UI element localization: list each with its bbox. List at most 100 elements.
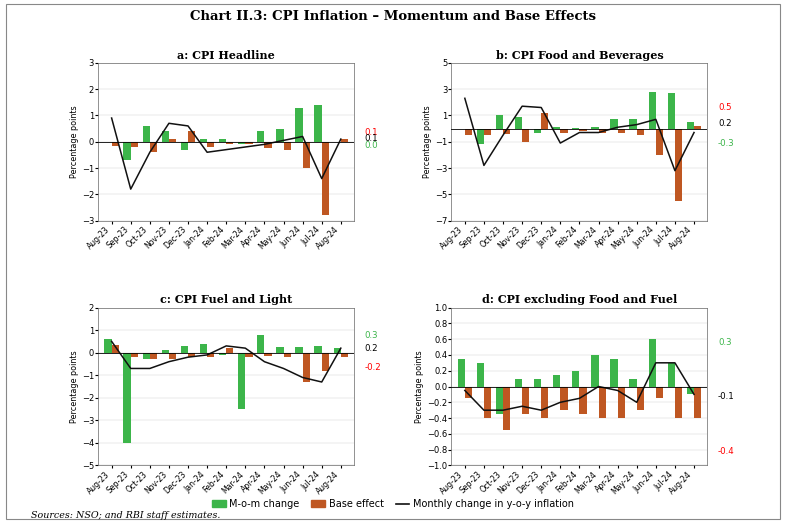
Text: 0.2: 0.2	[718, 119, 732, 129]
Bar	[314, 346, 321, 353]
Y-axis label: Percentage points: Percentage points	[70, 350, 79, 423]
Bar	[496, 386, 503, 414]
Bar	[484, 129, 491, 135]
Bar	[457, 359, 465, 386]
Bar	[238, 142, 245, 144]
Bar	[579, 129, 586, 131]
Text: -0.1: -0.1	[718, 392, 735, 401]
Bar	[591, 355, 598, 386]
Bar	[476, 129, 484, 144]
Bar	[226, 348, 233, 353]
Bar	[142, 353, 150, 359]
Bar	[637, 386, 644, 410]
Bar	[591, 127, 598, 129]
Bar	[618, 386, 625, 418]
Bar	[687, 386, 694, 394]
Bar	[637, 129, 644, 135]
Text: -0.4: -0.4	[718, 447, 735, 456]
Text: 0.3: 0.3	[718, 338, 732, 347]
Bar	[162, 350, 169, 353]
Bar	[341, 353, 348, 357]
Y-axis label: Percentage points: Percentage points	[415, 350, 424, 423]
Bar	[630, 119, 637, 129]
Bar	[496, 116, 503, 129]
Bar	[503, 129, 510, 134]
Bar	[150, 353, 157, 359]
Bar	[675, 386, 682, 418]
Bar	[150, 142, 157, 152]
Bar	[200, 344, 208, 353]
Bar	[303, 353, 310, 382]
Bar	[169, 353, 176, 359]
Bar	[542, 386, 549, 418]
Text: 0.1: 0.1	[365, 128, 378, 137]
Bar	[579, 386, 586, 414]
Bar	[515, 117, 522, 129]
Bar	[314, 105, 321, 142]
Bar	[465, 386, 472, 399]
Bar	[572, 128, 579, 129]
Bar	[694, 386, 701, 418]
Bar	[476, 363, 484, 386]
Bar	[341, 139, 348, 142]
Bar	[142, 126, 150, 142]
Title: d: CPI excluding Food and Fuel: d: CPI excluding Food and Fuel	[482, 294, 677, 305]
Bar	[296, 347, 303, 353]
Bar	[648, 92, 656, 129]
Bar	[123, 353, 130, 443]
Text: -0.3: -0.3	[718, 139, 735, 147]
Text: 0.3: 0.3	[365, 331, 378, 340]
Title: a: CPI Headline: a: CPI Headline	[178, 50, 275, 61]
Bar	[130, 142, 138, 147]
Bar	[321, 353, 329, 371]
Bar	[553, 374, 560, 386]
Bar	[112, 345, 119, 353]
Text: -0.2: -0.2	[365, 363, 381, 372]
Text: Sources: NSO; and RBI staff estimates.: Sources: NSO; and RBI staff estimates.	[31, 511, 221, 520]
Bar	[303, 142, 310, 168]
Bar	[560, 129, 567, 133]
Title: c: CPI Fuel and Light: c: CPI Fuel and Light	[160, 294, 292, 305]
Bar	[264, 353, 272, 356]
Bar	[276, 347, 284, 353]
Bar	[648, 339, 656, 386]
Bar	[534, 129, 542, 133]
Y-axis label: Percentage points: Percentage points	[423, 106, 432, 178]
Bar	[515, 379, 522, 386]
Bar	[296, 108, 303, 142]
Bar	[257, 335, 264, 353]
Bar	[112, 142, 119, 146]
Bar	[208, 142, 215, 147]
Bar	[656, 386, 663, 399]
Bar	[656, 129, 663, 155]
Bar	[560, 386, 567, 410]
Bar	[321, 142, 329, 215]
Bar	[484, 386, 491, 418]
Bar	[238, 353, 245, 409]
Bar	[284, 353, 291, 357]
Bar	[181, 142, 188, 150]
Bar	[130, 353, 138, 357]
Bar	[188, 353, 195, 357]
Bar	[667, 93, 675, 129]
Title: b: CPI Food and Beverages: b: CPI Food and Beverages	[495, 50, 663, 61]
Bar	[333, 348, 341, 353]
Bar	[611, 119, 618, 129]
Bar	[522, 386, 530, 414]
Bar	[276, 129, 284, 142]
Bar	[284, 142, 291, 150]
Bar	[123, 142, 130, 160]
Bar	[553, 127, 560, 129]
Bar	[687, 122, 694, 129]
Bar	[630, 379, 637, 386]
Bar	[105, 339, 112, 353]
Bar	[618, 129, 625, 133]
Bar	[200, 139, 208, 142]
Bar	[503, 386, 510, 430]
Bar	[264, 142, 272, 149]
Bar	[188, 131, 195, 142]
Text: 0.2: 0.2	[365, 344, 378, 353]
Text: 0.0: 0.0	[365, 141, 378, 150]
Bar	[226, 142, 233, 144]
Bar	[598, 129, 606, 132]
